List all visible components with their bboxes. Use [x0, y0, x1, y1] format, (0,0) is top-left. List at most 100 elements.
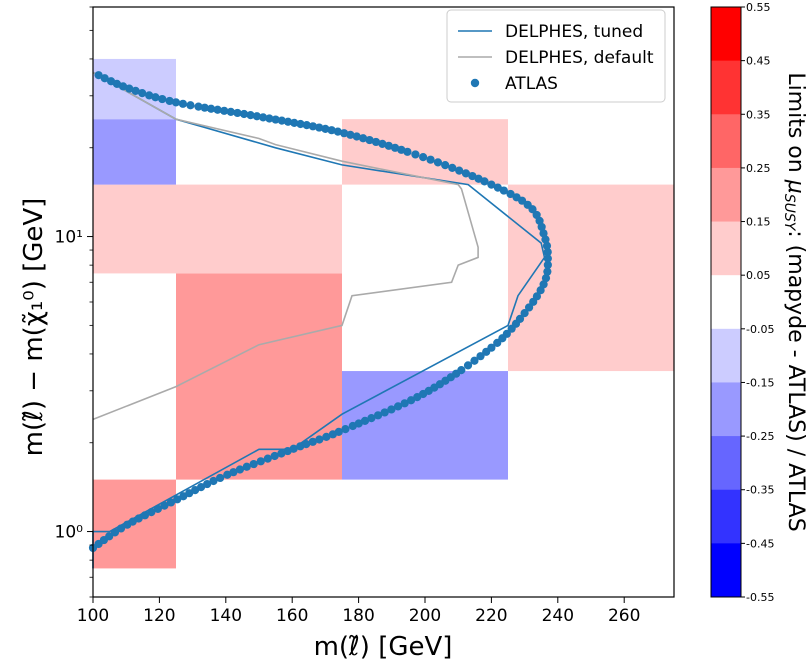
- atlas-point: [315, 123, 324, 132]
- atlas-point: [474, 174, 483, 183]
- heatmap-cell: [342, 371, 508, 480]
- atlas-point: [145, 91, 154, 100]
- colorbar-tick-label: 0.15: [746, 216, 771, 229]
- atlas-point: [400, 399, 409, 408]
- atlas-point: [223, 470, 232, 479]
- y-axis-label: m(ℓ̃) − m(χ̃₁⁰) [GeV]: [19, 198, 49, 457]
- y-axis-ticks: 10⁰ 10¹: [55, 6, 93, 598]
- atlas-point: [387, 405, 396, 414]
- atlas-point: [246, 111, 255, 120]
- colorbar-tick-label: 0.55: [746, 1, 771, 14]
- atlas-point: [259, 113, 268, 122]
- legend-default-label: DELPHES, default: [505, 48, 654, 68]
- atlas-point: [541, 235, 550, 244]
- atlas-point: [455, 166, 464, 175]
- atlas-point: [220, 106, 229, 115]
- atlas-point: [346, 130, 355, 139]
- atlas-point: [308, 122, 318, 131]
- atlas-point: [487, 180, 496, 189]
- atlas-point: [411, 150, 420, 159]
- delphes-tuned-line: [92, 71, 546, 569]
- atlas-point: [226, 107, 235, 116]
- atlas-point: [406, 396, 416, 405]
- series-lines: [92, 71, 546, 569]
- atlas-point: [321, 124, 330, 133]
- atlas-point: [263, 454, 272, 463]
- colorbar-tick-label: -0.55: [746, 591, 774, 604]
- atlas-point: [457, 366, 466, 375]
- atlas-point: [118, 82, 128, 91]
- y-tick-label: 10⁰: [55, 523, 84, 543]
- atlas-point: [151, 93, 160, 102]
- heatmap-cell: [93, 184, 342, 274]
- legend: DELPHES, tuned DELPHES, default ATLAS: [446, 9, 666, 103]
- atlas-point: [134, 514, 143, 523]
- atlas-point: [542, 241, 552, 250]
- colorbar-segment: [711, 275, 741, 330]
- atlas-point: [543, 247, 552, 257]
- atlas-point: [532, 292, 542, 301]
- atlas-point: [256, 457, 265, 466]
- atlas-point: [334, 427, 343, 436]
- atlas-point: [116, 524, 126, 533]
- atlas-point: [186, 101, 195, 110]
- colorbar-segment: [711, 7, 741, 62]
- atlas-point: [283, 117, 293, 126]
- atlas-point: [277, 116, 286, 125]
- colorbar-frame: [710, 6, 742, 598]
- x-tick-label: 200: [409, 606, 441, 626]
- atlas-point: [468, 171, 477, 181]
- atlas-point: [352, 132, 361, 141]
- colorbar-segment: [711, 382, 741, 437]
- atlas-point: [206, 104, 216, 113]
- atlas-point: [524, 303, 534, 312]
- atlas-point: [302, 121, 311, 130]
- atlas-point: [390, 143, 400, 152]
- colorbar-segment: [711, 221, 741, 276]
- x-tick-label: 220: [475, 606, 507, 626]
- x-tick-label: 100: [77, 606, 109, 626]
- colorbar-tick-label: -0.45: [746, 537, 774, 550]
- x-tick-label: 180: [342, 606, 374, 626]
- atlas-point: [393, 402, 403, 411]
- atlas-point: [203, 479, 212, 489]
- atlas-point: [196, 483, 206, 492]
- colorbar-tick-label: 0.05: [746, 269, 771, 282]
- atlas-point: [426, 155, 435, 164]
- atlas-point: [271, 115, 280, 124]
- delphes-default-line: [92, 71, 479, 421]
- atlas-point: [235, 465, 245, 474]
- atlas-point: [520, 309, 529, 318]
- atlas-point: [487, 343, 496, 352]
- atlas-point: [252, 112, 262, 121]
- legend-tuned-label: DELPHES, tuned: [505, 22, 643, 42]
- atlas-point: [160, 501, 169, 510]
- atlas-point: [110, 528, 120, 537]
- colorbar-ticks: 0.55 0.45 0.35 0.25 0.15 0.05 -0.05 -0.15 -0.25 -…: [741, 1, 774, 604]
- atlas-point: [242, 462, 251, 471]
- atlas-point: [461, 169, 471, 178]
- atlas-points: [88, 71, 552, 553]
- atlas-point: [105, 532, 114, 541]
- x-tick-label: 120: [143, 606, 175, 626]
- atlas-point: [277, 449, 286, 458]
- atlas-point: [147, 507, 156, 517]
- atlas-point: [515, 314, 525, 323]
- atlas-point: [543, 254, 552, 263]
- atlas-point: [249, 459, 258, 469]
- atlas-point: [153, 504, 163, 513]
- atlas-point: [359, 134, 368, 143]
- atlas-point: [138, 89, 147, 98]
- colorbar-segment: [711, 60, 741, 115]
- colorbar: [710, 6, 742, 598]
- atlas-point: [100, 74, 109, 83]
- colorbar-segment: [711, 114, 741, 169]
- atlas-point: [502, 329, 511, 338]
- atlas-point: [476, 352, 485, 361]
- atlas-point: [539, 229, 548, 238]
- atlas-point: [229, 468, 238, 477]
- atlas-point: [213, 105, 222, 114]
- colorbar-label: Limits on μSUSY: (mapyde - ATLAS) / ATLA…: [781, 72, 808, 531]
- atlas-point: [290, 118, 299, 127]
